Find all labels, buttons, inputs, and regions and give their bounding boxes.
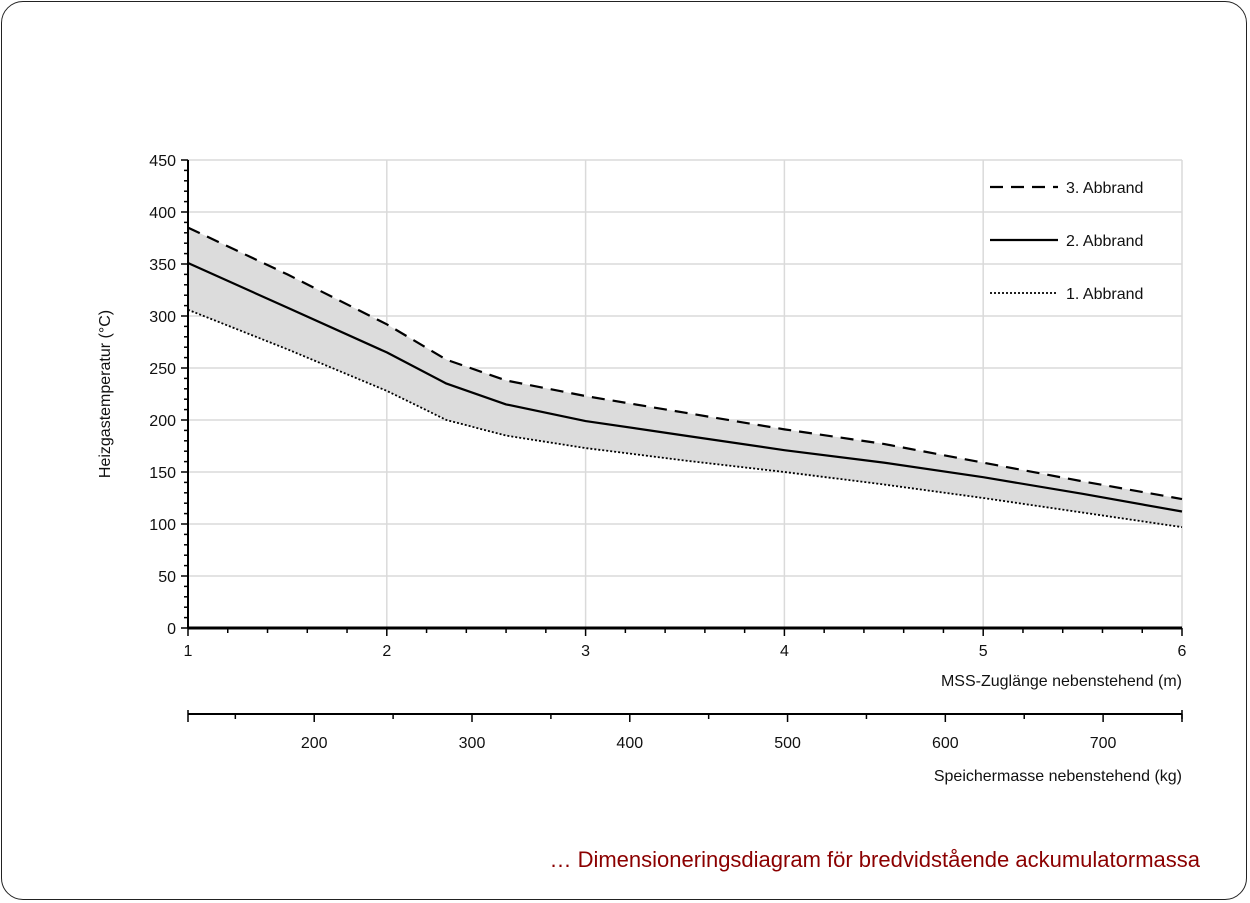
x-tick-label: 4 (780, 643, 789, 660)
legend-label-3: 1. Abbrand (1066, 286, 1143, 303)
x2-tick-label: 600 (932, 735, 959, 752)
caption: … Dimensioneringsdiagram för bredvidståe… (549, 847, 1200, 872)
x2-tick-label: 700 (1090, 735, 1117, 752)
y-tick-label: 350 (149, 257, 176, 274)
y-axis-title: Heizgastemperatur (°C) (97, 310, 114, 478)
y-tick-label: 250 (149, 361, 176, 378)
x2-tick-label: 400 (616, 735, 643, 752)
x-tick-label: 6 (1178, 643, 1187, 660)
series-line-2 (187, 261, 1183, 513)
series-line-3 (187, 308, 1183, 529)
y-tick-label: 200 (149, 413, 176, 430)
series-line-1 (187, 226, 1183, 501)
y-tick-label: 100 (149, 517, 176, 534)
y-tick-label: 150 (149, 465, 176, 482)
shaded-band (188, 227, 1182, 528)
x-axis-title: MSS-Zuglänge nebenstehend (m) (941, 673, 1182, 690)
x2-tick-label: 500 (774, 735, 801, 752)
x-tick-label: 2 (382, 643, 391, 660)
x-tick-label: 5 (979, 643, 988, 660)
x-tick-label: 1 (184, 643, 193, 660)
legend-label-2: 2. Abbrand (1066, 233, 1143, 250)
y-tick-label: 50 (158, 569, 176, 586)
x2-tick-label: 300 (459, 735, 486, 752)
y-tick-label: 450 (149, 153, 176, 170)
x2-tick-label: 200 (301, 735, 328, 752)
y-tick-label: 300 (149, 309, 176, 326)
legend-label-1: 3. Abbrand (1066, 180, 1143, 197)
plot-area (188, 160, 1182, 628)
y-tick-label: 400 (149, 205, 176, 222)
x-tick-label: 3 (581, 643, 590, 660)
x2-axis-title: Speichermasse nebenstehend (kg) (934, 768, 1182, 785)
y-tick-label: 0 (167, 621, 176, 638)
